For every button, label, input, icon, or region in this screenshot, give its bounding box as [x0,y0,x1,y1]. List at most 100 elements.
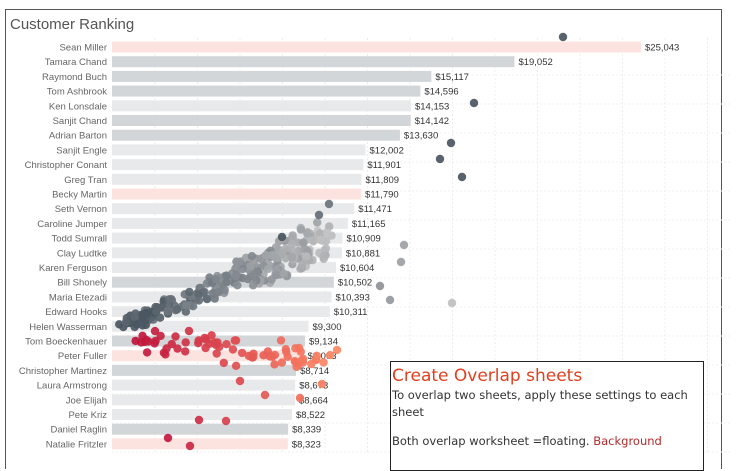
category-label: Tamara Chand [45,57,107,68]
scatter-point [230,336,239,345]
category-label: Helen Wasserman [29,322,107,333]
scatter-point [228,345,238,354]
scatter-point [171,306,180,315]
scatter-point [287,252,297,262]
scatter-point [167,339,176,349]
value-label: $10,393 [336,292,370,303]
scatter-point [185,441,195,451]
scatter-point [278,249,287,258]
bar-sanjit-engle [112,144,366,156]
category-label: Caroline Jumper [37,219,107,230]
value-label: $8,673 [299,381,328,392]
category-label: Sanjit Engle [56,145,107,156]
bar-seth-vernon [112,203,355,215]
scatter-point [277,358,287,367]
value-label: $9,063 [307,351,336,362]
scatter-point [171,332,180,341]
scatter-point [173,344,182,353]
value-label: $10,604 [340,263,374,274]
scatter-point [231,272,240,281]
value-label: $11,790 [365,190,399,201]
value-label: $9,134 [309,337,338,348]
bar-tamara-chand [112,56,515,68]
scatter-point [332,345,342,355]
customer-ranking-chart: Sean Miller $25,043 Tamara Chand $19,052 Ray… [19,32,730,454]
category-label: Christopher Conant [25,160,108,171]
scatter-point [142,309,152,318]
scatter-point [163,307,172,316]
scatter-point [396,257,406,267]
category-label: Raymond Buch [42,72,107,83]
scatter-point [435,154,445,164]
scatter-point [270,360,279,369]
dashboard-frame [5,9,722,469]
bar-todd-sumrall [112,232,343,244]
category-label: Pete Kriz [68,410,107,421]
scatter-point [259,351,268,360]
bar-peter-fuller [112,350,304,362]
category-label: Edward Hooks [45,307,107,318]
bar-sean-miller [112,41,641,53]
value-label: $25,043 [645,43,679,54]
scatter-point [268,352,277,361]
scatter-point [321,244,331,253]
scatter-point [222,278,231,287]
scatter-point [313,218,322,227]
scatter-point [237,348,247,358]
category-label: Daniel Raglin [50,425,107,436]
value-label: $8,323 [292,439,321,450]
category-label: Sanjit Chand [53,116,107,127]
category-label: Bill Shonely [57,278,107,289]
scatter-point [314,210,324,220]
bar-adrian-barton [112,129,400,141]
scatter-point [322,228,332,238]
value-label: $14,596 [424,87,458,98]
scatter-point [288,246,297,255]
scatter-point [385,295,395,305]
scatter-point [291,344,300,353]
value-label: $11,471 [358,204,392,215]
bar-ken-lonsdale [112,100,411,112]
scatter-point [222,340,231,349]
value-label: $10,502 [338,278,372,289]
scatter-point [181,347,190,356]
note-line-2-red: Background [593,434,662,448]
value-label: $8,664 [299,395,328,406]
scatter-point [288,240,297,249]
category-label: Seth Vernon [55,204,107,215]
value-label: $8,522 [296,410,325,421]
scatter-point [558,32,568,42]
scatter-point [279,269,288,278]
scatter-point [315,229,324,238]
scatter-point [159,348,169,357]
value-label: $15,117 [435,72,469,83]
value-label: $14,142 [415,116,449,127]
bar-helen-wasserman [112,320,309,332]
scatter-point [150,326,160,336]
scatter-point [260,390,270,400]
category-label: Peter Fuller [58,351,107,362]
scatter-point [181,338,190,347]
category-label: Natalie Fritzler [46,439,107,450]
value-label: $8,339 [292,425,321,436]
scatter-point [469,98,479,108]
scatter-point [207,331,216,340]
scatter-point [163,433,173,443]
scatter-point [295,393,305,403]
category-label: Tom Ashbrook [47,87,107,98]
scatter-point [222,271,231,280]
sheet-title: Customer Ranking [10,16,135,33]
scatter-point [309,236,318,245]
bar-joe-elijah [112,394,296,406]
scatter-point [288,231,297,240]
scatter-point [271,253,280,262]
scatter-point [324,199,334,209]
scatter-point [131,336,140,346]
note-title: Create Overlap sheets [392,366,583,386]
scatter-point [194,336,203,345]
scatter-point [194,415,204,425]
scatter-point [277,232,287,242]
bar-christopher-conant [112,159,364,171]
scatter-point [212,349,221,358]
scatter-point [194,296,204,305]
